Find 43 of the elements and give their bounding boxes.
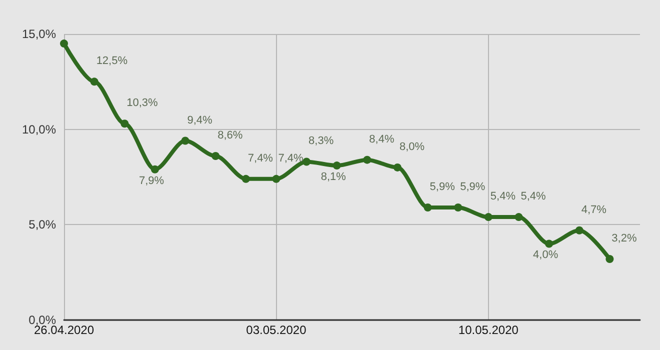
x-tick-label: 03.05.2020: [246, 323, 307, 337]
point: [545, 240, 554, 248]
data-label: 8,3%: [308, 135, 334, 148]
x-tick-label: 10.05.2020: [458, 323, 519, 337]
point: [60, 40, 68, 48]
data-label: 3,2%: [612, 232, 637, 244]
point: [363, 156, 372, 164]
data-label: 8,0%: [399, 140, 425, 153]
point: [424, 204, 432, 212]
point: [242, 174, 250, 183]
data-label: 8,1%: [320, 171, 346, 184]
y-tick-label: 10,0%: [22, 122, 56, 136]
data-label: 12,5%: [96, 55, 128, 68]
point: [514, 213, 523, 222]
point: [150, 165, 159, 174]
data-label: 9,4%: [187, 114, 213, 126]
data-label: 5,4%: [520, 190, 546, 203]
data-label: 4,7%: [581, 204, 607, 216]
point: [454, 204, 462, 212]
y-tick-label: 5,0%: [28, 218, 56, 232]
point: [120, 120, 129, 128]
data-label: 7,4%: [248, 152, 274, 164]
y-tick-label: 15,0%: [22, 27, 56, 41]
point: [181, 136, 190, 145]
data-label: 5,9%: [460, 181, 486, 194]
data-label: 10,3%: [126, 97, 158, 110]
point: [484, 213, 492, 222]
point: [606, 254, 614, 263]
point: [393, 163, 402, 172]
point: [90, 78, 98, 86]
data-label: 5,4%: [490, 190, 516, 203]
data-label: 8,6%: [218, 130, 243, 142]
point: [212, 152, 220, 160]
y-tick-label: 0,0%: [28, 313, 56, 327]
data-label: 7,9%: [138, 174, 164, 187]
point: [332, 162, 341, 170]
data-label: 4,0%: [533, 249, 558, 262]
data-label: 5,9%: [430, 181, 456, 194]
point: [575, 226, 584, 234]
data-label: 7,4%: [278, 152, 304, 164]
data-label: 8,4%: [369, 133, 394, 146]
point: [302, 158, 311, 166]
point: [272, 174, 280, 183]
